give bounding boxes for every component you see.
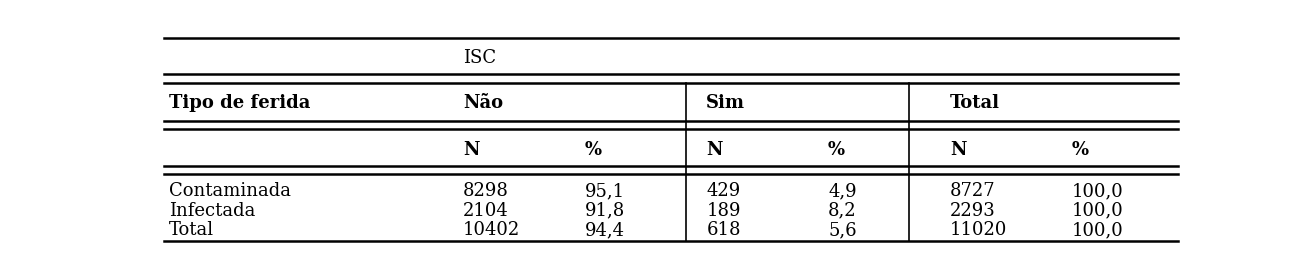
- Text: Infectada: Infectada: [169, 202, 255, 220]
- Text: 94,4: 94,4: [585, 221, 624, 239]
- Text: Total: Total: [169, 221, 213, 239]
- Text: Total: Total: [950, 94, 1000, 112]
- Text: N: N: [463, 141, 479, 159]
- Text: 2293: 2293: [950, 202, 996, 220]
- Text: 2104: 2104: [463, 202, 509, 220]
- Text: 11020: 11020: [950, 221, 1007, 239]
- Text: %: %: [585, 141, 602, 159]
- Text: 618: 618: [707, 221, 741, 239]
- Text: Não: Não: [463, 94, 503, 112]
- Text: N: N: [707, 141, 723, 159]
- Text: 91,8: 91,8: [585, 202, 624, 220]
- Text: 10402: 10402: [463, 221, 520, 239]
- Text: 8727: 8727: [950, 182, 995, 200]
- Text: 100,0: 100,0: [1072, 221, 1123, 239]
- Text: 8,2: 8,2: [829, 202, 856, 220]
- Text: 4,9: 4,9: [829, 182, 856, 200]
- Text: Sim: Sim: [707, 94, 745, 112]
- Text: %: %: [1072, 141, 1089, 159]
- Text: 100,0: 100,0: [1072, 182, 1123, 200]
- Text: N: N: [950, 141, 966, 159]
- Text: Tipo de ferida: Tipo de ferida: [169, 94, 310, 112]
- Text: 8298: 8298: [463, 182, 509, 200]
- Text: 189: 189: [707, 202, 741, 220]
- Text: Contaminada: Contaminada: [169, 182, 291, 200]
- Text: 429: 429: [707, 182, 741, 200]
- Text: 100,0: 100,0: [1072, 202, 1123, 220]
- Text: 95,1: 95,1: [585, 182, 624, 200]
- Text: ISC: ISC: [463, 49, 496, 67]
- Text: %: %: [829, 141, 846, 159]
- Text: 5,6: 5,6: [829, 221, 856, 239]
